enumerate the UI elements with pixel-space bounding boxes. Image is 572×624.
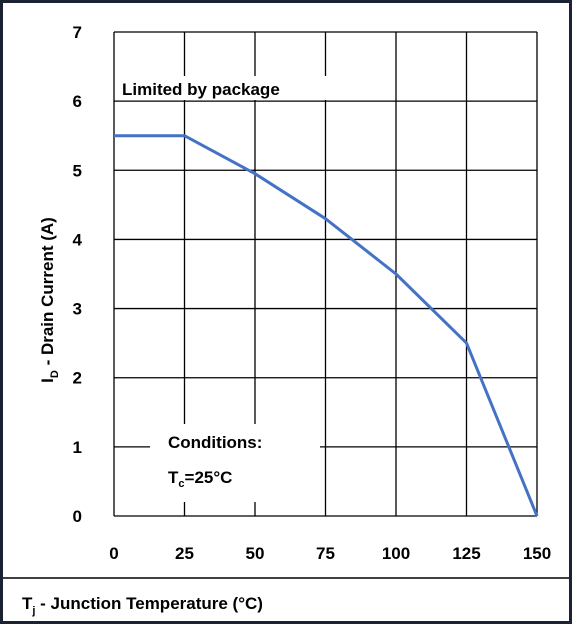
x-tick-label-0: 0 bbox=[109, 544, 118, 563]
x-tick-label-6: 150 bbox=[523, 544, 551, 563]
y-tick-label-6: 6 bbox=[73, 92, 82, 111]
y-axis-rest: - Drain Current (A) bbox=[38, 217, 57, 370]
conditions-rest: =25°C bbox=[185, 468, 233, 487]
conditions-value: Tc=25°C bbox=[168, 468, 232, 490]
x-tick-label-2: 50 bbox=[246, 544, 265, 563]
x-axis-subscript: j bbox=[31, 605, 35, 617]
y-axis-symbol: I bbox=[38, 378, 57, 383]
y-tick-label-3: 3 bbox=[73, 300, 82, 319]
y-axis-subscript: D bbox=[49, 370, 61, 378]
grid bbox=[113, 31, 538, 517]
x-axis-symbol: T bbox=[22, 594, 33, 613]
y-tick-label-4: 4 bbox=[73, 230, 83, 249]
y-tick-label-5: 5 bbox=[73, 161, 82, 180]
x-tick-label-1: 25 bbox=[175, 544, 194, 563]
conditions-symbol: T bbox=[168, 468, 179, 487]
conditions-title: Conditions: bbox=[168, 433, 262, 452]
x-axis-rest: - Junction Temperature (°C) bbox=[35, 594, 263, 613]
x-tick-labels: 0 25 50 75 100 125 150 bbox=[109, 544, 551, 563]
y-tick-label-0: 0 bbox=[73, 507, 82, 526]
package-label-background bbox=[120, 76, 328, 100]
y-axis-label: ID - Drain Current (A) bbox=[38, 217, 61, 383]
y-tick-label-7: 7 bbox=[73, 23, 82, 42]
y-tick-label-2: 2 bbox=[73, 369, 82, 388]
y-tick-labels: 0 1 2 3 4 5 6 7 bbox=[73, 23, 83, 526]
series-line bbox=[114, 134, 539, 517]
package-limit-label: Limited by package bbox=[122, 80, 280, 99]
y-tick-label-1: 1 bbox=[73, 438, 82, 457]
conditions-background bbox=[150, 424, 320, 502]
x-tick-label-5: 125 bbox=[452, 544, 480, 563]
x-axis-label: Tj - Junction Temperature (°C) bbox=[22, 594, 263, 617]
conditions-subscript: c bbox=[178, 478, 184, 490]
x-tick-label-3: 75 bbox=[316, 544, 335, 563]
x-tick-label-4: 100 bbox=[382, 544, 410, 563]
